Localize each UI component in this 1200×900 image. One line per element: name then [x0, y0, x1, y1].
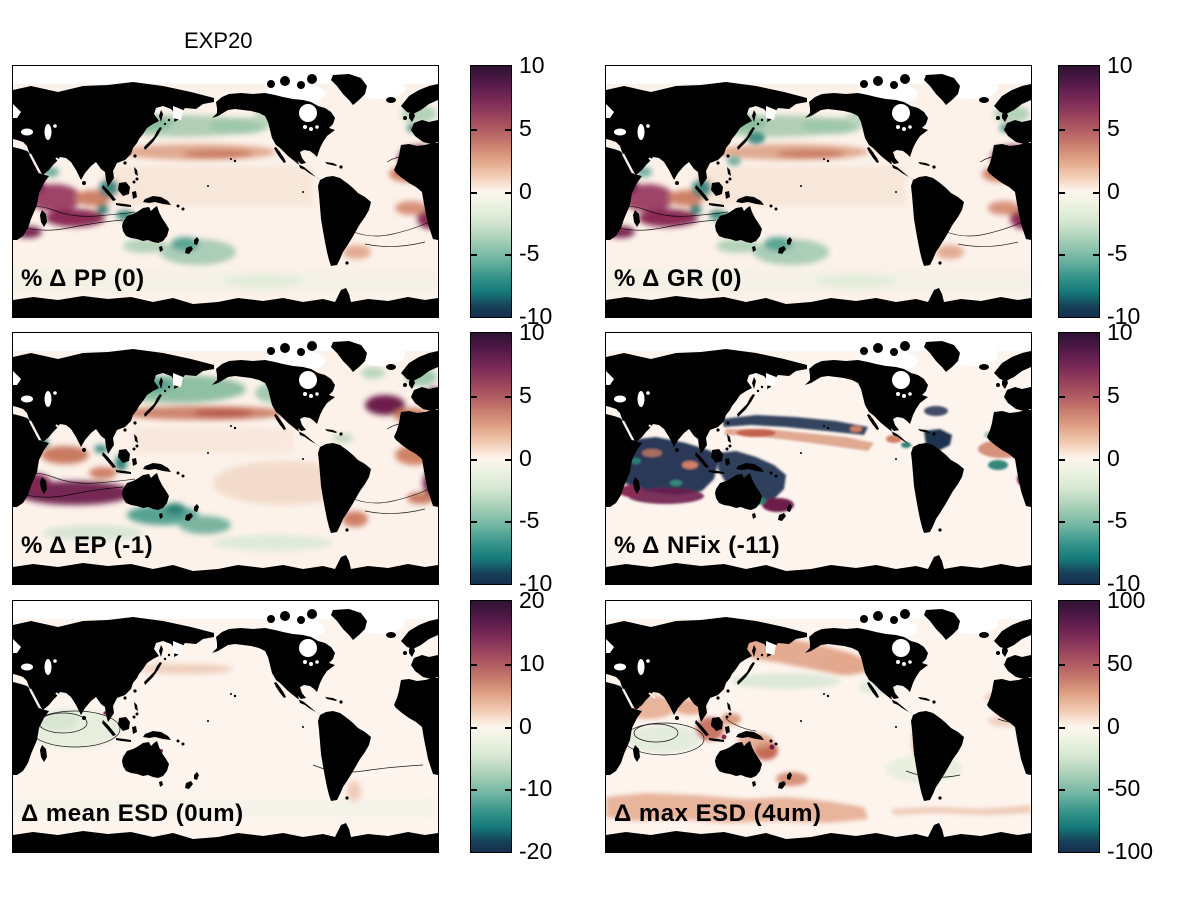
- colorbar-ep: 10 5 0 -5 -10: [470, 319, 552, 596]
- map-panel-gr: % Δ GR (0): [605, 65, 1032, 318]
- cbar-tick: -10: [1107, 569, 1141, 596]
- cbar-tick: 0: [1107, 712, 1120, 739]
- cbar-tick: -10: [519, 569, 553, 596]
- world-map-ep: [13, 333, 438, 584]
- colorbar-gr: 10 5 0 -5 -10: [1058, 52, 1140, 329]
- map-panel-ep: % Δ EP (-1): [12, 332, 439, 585]
- cbar-tick: 50: [1107, 649, 1133, 676]
- cbar-tick: 20: [519, 586, 545, 613]
- panel-label-max-esd: Δ max ESD (4um): [614, 800, 822, 827]
- world-map-gr: [606, 66, 1031, 317]
- colorbar-pp: 10 5 0 -5 -10: [470, 52, 552, 329]
- panel-label-nfix: % Δ NFix (-11): [614, 532, 781, 559]
- cbar-tick: 5: [519, 381, 532, 408]
- panel-label-mean-esd: Δ mean ESD (0um): [21, 800, 244, 827]
- cbar-tick: 100: [1107, 586, 1146, 613]
- cbar-tick: 10: [1107, 51, 1133, 78]
- colorbar-nfix: 10 5 0 -5 -10: [1058, 319, 1140, 596]
- cbar-tick: -5: [519, 507, 540, 534]
- cbar-tick: -10: [519, 302, 553, 329]
- map-panel-max-esd: Δ max ESD (4um): [605, 600, 1032, 853]
- cbar-tick: 0: [1107, 177, 1120, 204]
- panel-label-ep: % Δ EP (-1): [21, 532, 154, 559]
- cbar-tick: 10: [519, 649, 545, 676]
- panel-label-pp: % Δ PP (0): [21, 265, 145, 292]
- cbar-tick: -5: [1107, 507, 1128, 534]
- world-map-pp: [13, 66, 438, 317]
- cbar-tick: -100: [1107, 837, 1154, 864]
- cbar-tick: 10: [519, 318, 545, 345]
- world-map-mean-esd: [13, 601, 438, 852]
- cbar-tick: 0: [1107, 444, 1120, 471]
- panel-label-gr: % Δ GR (0): [614, 265, 743, 292]
- world-map-nfix: [606, 333, 1031, 584]
- cbar-tick: 5: [1107, 114, 1120, 141]
- cbar-tick: 0: [519, 712, 532, 739]
- cbar-tick: -10: [1107, 302, 1141, 329]
- cbar-tick: 10: [519, 51, 545, 78]
- cbar-tick: -5: [519, 240, 540, 267]
- cbar-tick: 0: [519, 177, 532, 204]
- map-panel-mean-esd: Δ mean ESD (0um): [12, 600, 439, 853]
- cbar-tick: -10: [519, 775, 553, 802]
- cbar-tick: -50: [1107, 775, 1141, 802]
- cbar-tick: 5: [519, 114, 532, 141]
- cbar-tick: -20: [519, 837, 553, 864]
- cbar-tick: 10: [1107, 318, 1133, 345]
- map-panel-nfix: % Δ NFix (-11): [605, 332, 1032, 585]
- colorbar-max-esd: 100 50 0 -50 -100: [1058, 587, 1153, 864]
- colorbar-mean-esd: 20 10 0 -10 -20: [470, 587, 552, 864]
- map-panel-pp: % Δ PP (0): [12, 65, 439, 318]
- world-map-max-esd: [606, 601, 1031, 852]
- figure-title: EXP20: [184, 28, 253, 53]
- cbar-tick: 0: [519, 444, 532, 471]
- cbar-tick: -5: [1107, 240, 1128, 267]
- cbar-tick: 5: [1107, 381, 1120, 408]
